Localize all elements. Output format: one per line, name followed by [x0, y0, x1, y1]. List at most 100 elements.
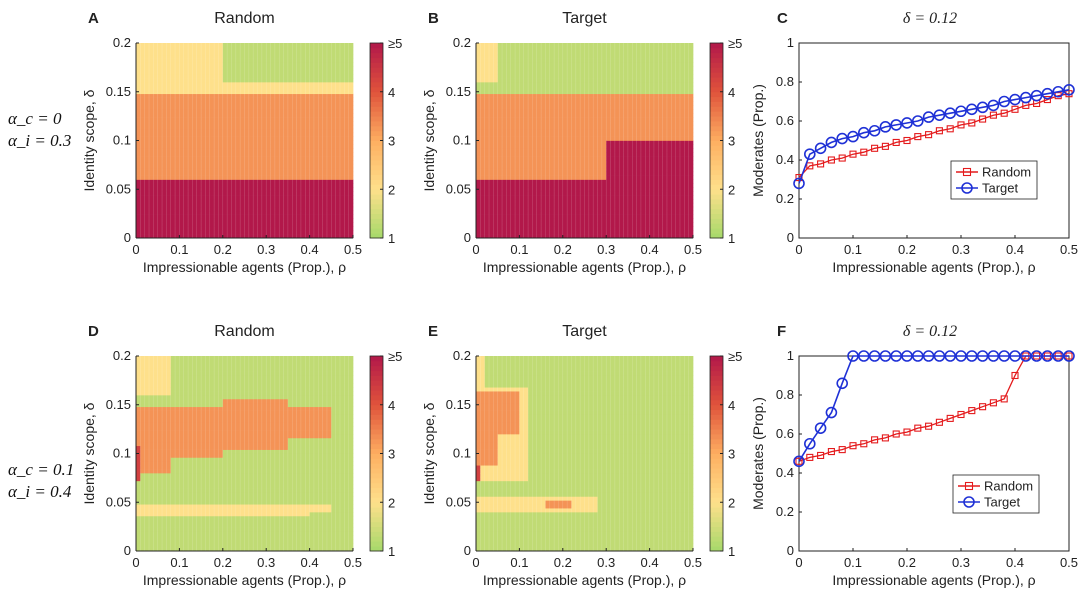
- heatmap-cell: [666, 62, 672, 67]
- heatmap-cell: [253, 101, 258, 106]
- heatmap-cell: [606, 54, 611, 59]
- heatmap-cell: [645, 74, 650, 79]
- heatmap-cell: [502, 97, 507, 102]
- heatmap-cell: [339, 136, 345, 141]
- heatmap-cell: [493, 167, 499, 173]
- heatmap-cell: [214, 58, 219, 63]
- heatmap-cell: [309, 74, 315, 79]
- heatmap-cell: [348, 62, 354, 67]
- heatmap-cell: [339, 187, 345, 192]
- heatmap-cell: [653, 113, 659, 118]
- heatmap-cell: [322, 195, 328, 200]
- heatmap-cell: [588, 187, 594, 192]
- heatmap-cell: [597, 171, 603, 176]
- heatmap-cell: [136, 226, 141, 231]
- heatmap-cell: [523, 58, 529, 63]
- heatmap-cell: [162, 234, 167, 239]
- heatmap-cell: [619, 124, 624, 130]
- heatmap-cell: [270, 218, 276, 223]
- heatmap-cell: [235, 163, 241, 169]
- heatmap-cell: [515, 78, 520, 83]
- heatmap-cell: [166, 101, 172, 106]
- heatmap-cell: [671, 124, 676, 130]
- heatmap-cell: [335, 46, 341, 52]
- heatmap-cell: [675, 191, 681, 196]
- heatmap-cell: [675, 128, 681, 134]
- heatmap-cell: [558, 124, 564, 130]
- heatmap-cell: [257, 93, 263, 98]
- heatmap-cell: [261, 222, 267, 227]
- heatmap-cell: [144, 78, 150, 83]
- heatmap-cell: [666, 43, 672, 48]
- heatmap-cell: [649, 179, 655, 184]
- heatmap-cell: [671, 222, 676, 227]
- heatmap-cell: [240, 132, 245, 137]
- heatmap-cell: [571, 66, 577, 71]
- heatmap-cell: [627, 101, 633, 106]
- heatmap-cell: [283, 175, 289, 180]
- heatmap-cell: [218, 62, 224, 67]
- heatmap-cell: [606, 109, 611, 114]
- heatmap-cell: [318, 144, 323, 149]
- heatmap-cell: [140, 234, 146, 239]
- heatmap-cell: [662, 140, 668, 145]
- heatmap-cell: [623, 132, 629, 137]
- heatmap-cell: [584, 160, 590, 165]
- heatmap-cell: [580, 128, 585, 134]
- heatmap-cell: [636, 152, 642, 157]
- heatmap-cell: [196, 230, 202, 235]
- heatmap-cell: [675, 183, 681, 188]
- heatmap-cell: [166, 171, 172, 176]
- heatmap-cell: [549, 97, 555, 102]
- heatmap-cell: [601, 163, 607, 169]
- heatmap-cell: [675, 85, 681, 91]
- heatmap-cell: [253, 144, 258, 149]
- heatmap-cell: [309, 136, 315, 141]
- heatmap-cell: [502, 144, 507, 149]
- heatmap-cell: [662, 78, 668, 83]
- y-axis-label: Identity scope, δ: [81, 89, 97, 191]
- heatmap-cell: [675, 156, 681, 161]
- heatmap-cell: [489, 144, 494, 149]
- heatmap-cell: [619, 206, 624, 212]
- heatmap-cell: [575, 124, 581, 130]
- heatmap-cell: [541, 85, 546, 91]
- heatmap-cell: [305, 50, 310, 56]
- heatmap-cell: [283, 136, 289, 141]
- heatmap-cell: [188, 121, 193, 126]
- heatmap-cell: [162, 195, 167, 200]
- heatmap-cell: [645, 175, 650, 180]
- heatmap-cell: [562, 191, 568, 196]
- heatmap-cell: [235, 117, 241, 122]
- heatmap-cell: [136, 66, 141, 71]
- heatmap-cell: [331, 210, 336, 215]
- heatmap-cell: [136, 136, 141, 141]
- heatmap-cell: [640, 50, 646, 56]
- heatmap-cell: [662, 128, 668, 134]
- heatmap-cell: [335, 199, 341, 204]
- heatmap-cell: [344, 117, 350, 122]
- heatmap-cell: [671, 156, 676, 161]
- heatmap-cell: [214, 101, 219, 106]
- heatmap-cell: [157, 54, 163, 59]
- heatmap-cell: [175, 132, 180, 137]
- heatmap-cell: [554, 62, 559, 67]
- heatmap-cell: [244, 171, 250, 176]
- heatmap-cell: [636, 113, 642, 118]
- heatmap-cell: [166, 109, 172, 114]
- heatmap-cell: [606, 152, 611, 157]
- colorbar-step: [370, 155, 383, 161]
- heatmap-cell: [679, 218, 685, 223]
- heatmap-cell: [567, 124, 572, 130]
- heatmap-cell: [554, 74, 559, 79]
- heatmap-cell: [571, 85, 577, 91]
- heatmap-cell: [588, 140, 594, 145]
- heatmap-cell: [305, 136, 310, 141]
- heatmap-cell: [253, 89, 258, 95]
- heatmap-cell: [149, 148, 154, 153]
- heatmap-cell: [283, 199, 289, 204]
- heatmap-cell: [244, 109, 250, 114]
- heatmap-cell: [640, 152, 646, 157]
- heatmap-cell: [157, 175, 163, 180]
- heatmap-cell: [196, 124, 202, 130]
